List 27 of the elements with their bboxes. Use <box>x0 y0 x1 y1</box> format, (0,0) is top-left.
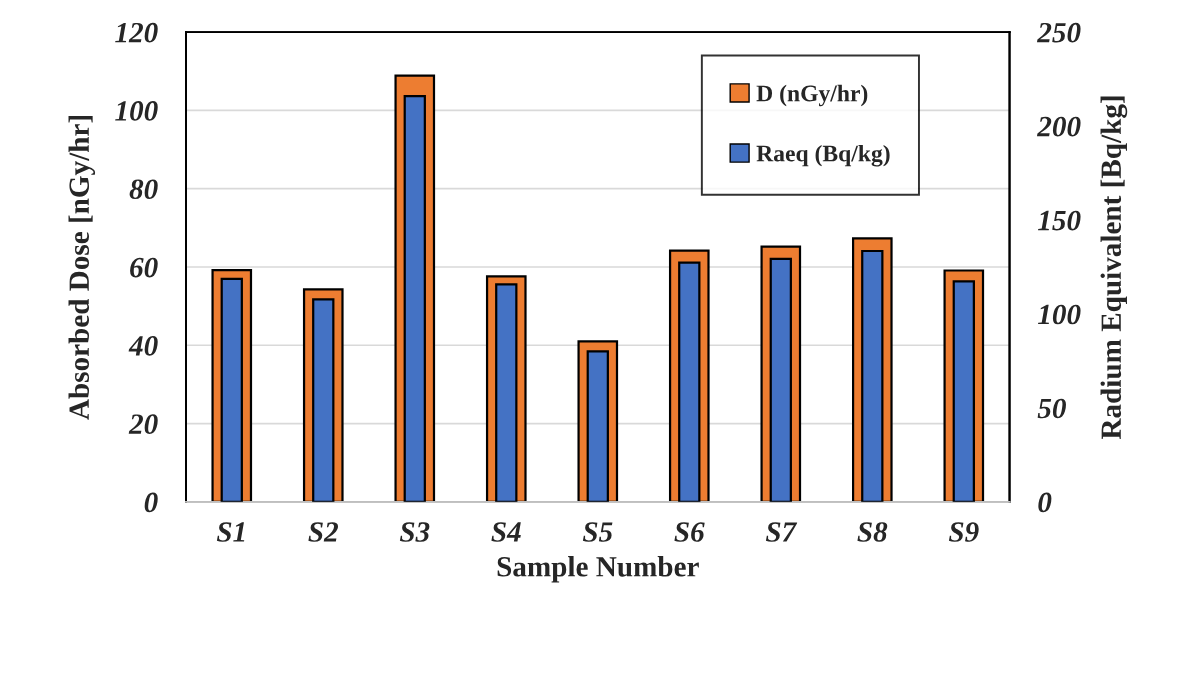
y2-tick-label: 200 <box>1036 116 1081 137</box>
y-tick-label: 60 <box>130 257 158 278</box>
y2-tick-label: 0 <box>1038 492 1052 513</box>
x-tick-label: S8 <box>857 522 888 542</box>
y-tick-label: 80 <box>129 179 158 200</box>
x-tick-label: S6 <box>674 522 705 542</box>
x-tick-label: S3 <box>399 522 430 542</box>
y2-tick-label: 250 <box>1036 22 1081 43</box>
y-tick-label: 120 <box>115 22 158 43</box>
y-tick-label: 20 <box>128 414 158 434</box>
x-axis-title: Sample Number <box>497 556 699 583</box>
x-tick-label: S7 <box>765 522 798 542</box>
y2-tick-label: 50 <box>1037 398 1066 419</box>
y2-tick-label: 150 <box>1038 210 1081 231</box>
x-tick-label: S9 <box>948 522 979 542</box>
x-tick-label: S5 <box>582 522 613 542</box>
y-axis-title: Absorbed Dose [nGy/hr] <box>68 116 96 420</box>
y-tick-label: 40 <box>128 336 158 356</box>
x-tick-label: S1 <box>216 522 245 542</box>
legend-label: Raeq (Bq/kg) <box>756 144 890 167</box>
y-tick-label: 100 <box>115 101 158 121</box>
y2-tick-label: 100 <box>1038 304 1081 325</box>
y2-axis-title: Radium Equivalent [Bq/kg] <box>1100 96 1128 440</box>
x-tick-label: S4 <box>491 522 521 542</box>
legend-label: D (nGy/hr) <box>756 84 868 107</box>
y-tick-label: 0 <box>144 492 158 513</box>
x-tick-label: S2 <box>308 522 339 542</box>
